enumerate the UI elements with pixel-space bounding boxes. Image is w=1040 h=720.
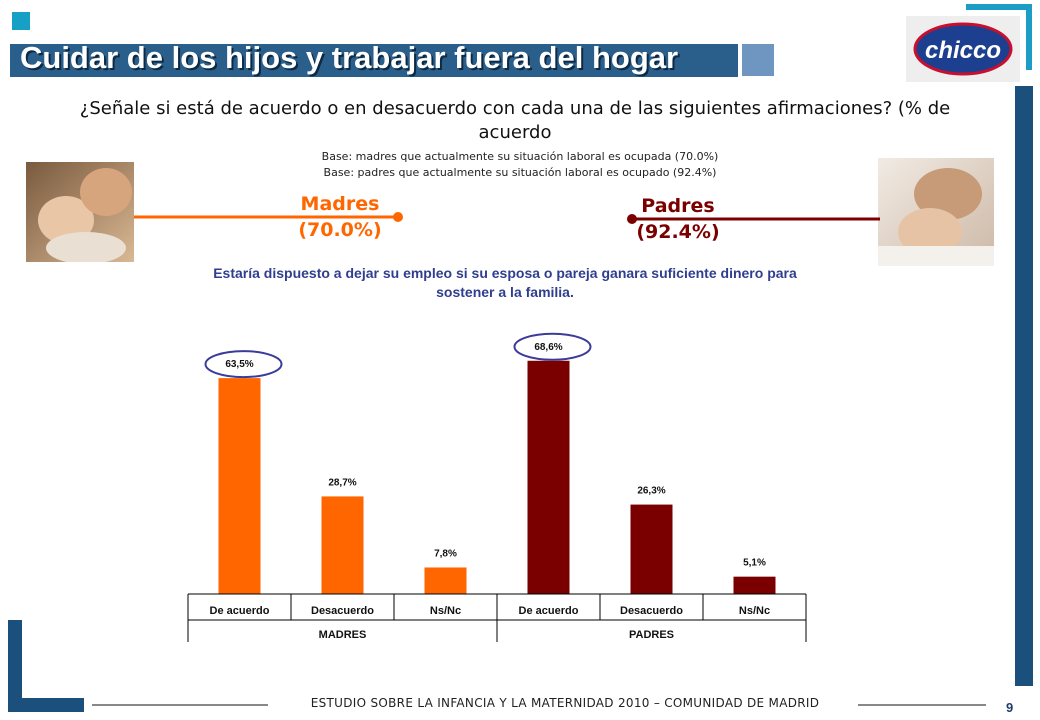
base-madres: Base: madres que actualmente su situació… [321,150,719,163]
footer-line-right [858,704,986,706]
survey-question: ¿Señale si está de acuerdo o en desacuer… [79,98,951,143]
highlight-ellipse [513,332,592,361]
footer-text: ESTUDIO SOBRE LA INFANCIA Y LA MATERNIDA… [310,696,820,710]
bar [218,378,261,594]
bar [630,504,673,594]
category-label: Desacuerdo [620,605,683,617]
bar [527,360,570,594]
mother-baby-photo [26,162,134,264]
data-label: 7,8% [434,548,457,559]
svg-text:chicco: chicco [925,37,1001,64]
data-label: 28,7% [328,477,356,488]
madres-connector-dot [393,212,403,222]
padres-connector-dot [627,214,637,224]
madres-group-label: Madres (70.0%) [280,191,400,243]
frame-corner-top-right-vertical [1026,4,1032,70]
category-label: De acuerdo [519,605,579,617]
bar [733,576,776,594]
data-label: 5,1% [743,558,766,569]
data-label: 63,5% [225,359,253,370]
category-label: De acuerdo [210,605,270,617]
accent-square-small [12,12,30,30]
category-label: Desacuerdo [311,605,374,617]
padres-label: Padres [641,195,715,217]
base-padres: Base: padres que actualmente su situació… [323,166,717,179]
footer-line-left [92,704,268,706]
bar [321,496,364,594]
title-bar [10,44,738,77]
madres-label: Madres [300,193,380,215]
padres-percentage: (92.4%) [636,221,720,243]
category-label: Ns/Nc [430,605,461,617]
category-label: Ns/Nc [739,605,770,617]
page-title: Cuidar de los hijos y trabajar fuera del… [20,40,679,75]
chicco-logo: chicco [906,16,1020,82]
highlight-ellipse [204,350,283,379]
frame-right-bar [1015,86,1033,686]
group-axis-label: MADRES [319,629,367,641]
chart-statement: Estaría dispuesto a dejar su empleo si s… [213,265,797,300]
frame-corner-top-right [966,4,1032,10]
padres-group-label: Padres (92.4%) [618,193,738,245]
father-baby-photo [878,158,994,266]
data-label: 68,6% [534,342,562,353]
frame-bottom-bar [8,698,84,712]
group-axis-label: PADRES [629,629,674,641]
bar [424,567,467,594]
accent-square-right [742,44,774,76]
page-number: 9 [1006,700,1014,715]
data-label: 26,3% [637,486,665,497]
madres-percentage: (70.0%) [298,219,382,241]
frame-left-bar [8,620,22,712]
